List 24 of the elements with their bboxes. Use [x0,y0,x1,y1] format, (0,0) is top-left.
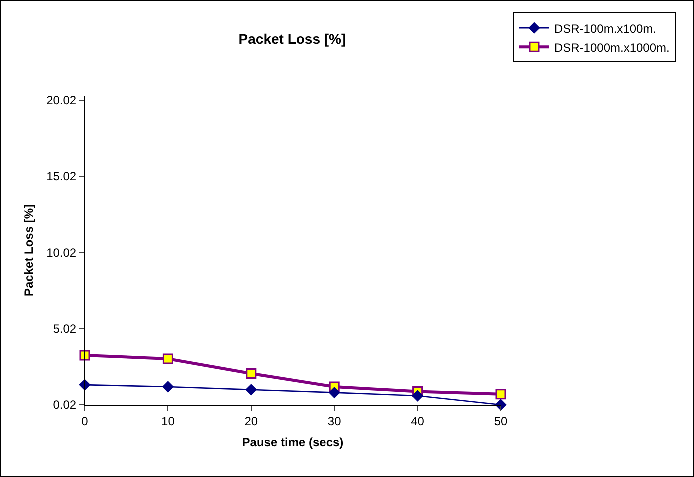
point [328,386,340,399]
y-tick-label: 15.02 [46,170,77,184]
x-tick-label: 50 [494,414,508,428]
y-tick-label: 0.02 [53,398,77,412]
x-axis-title: Pause time (secs) [242,435,344,450]
x-tick-label: 10 [162,414,176,428]
point [246,368,257,380]
chart-title: Packet Loss [%] [238,31,346,48]
y-axis-title: Packet Loss [%] [22,204,36,297]
point [412,390,424,402]
point [80,350,90,361]
x-tick-label: 0 [82,414,89,428]
point [162,354,174,364]
y-tick-label: 5.02 [53,322,77,336]
x-tick-label: 40 [411,414,425,428]
legend-label: DSR-1000m.x1000m. [554,40,670,55]
x-tick-label: 20 [244,414,258,428]
point [162,381,174,393]
point [496,389,506,400]
point [246,384,258,396]
y-tick-label: 20.02 [46,93,77,108]
y-tick-label: 10.02 [46,246,77,260]
legend-label: DSR-100m.x100m. [554,22,657,36]
x-tick-label: 30 [328,414,342,428]
